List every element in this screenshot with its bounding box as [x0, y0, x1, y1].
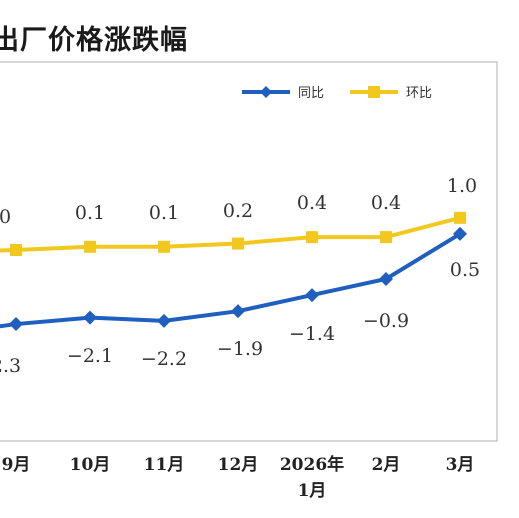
- data-label-mom: 0.0: [0, 206, 11, 228]
- data-label-mom: 0.4: [371, 192, 401, 214]
- data-label-yoy: 0.5: [450, 259, 480, 281]
- data-label-yoy: −2.1: [67, 345, 113, 367]
- data-point-yoy: [305, 288, 319, 303]
- data-point-mom: [454, 211, 466, 224]
- data-point-yoy: [9, 317, 23, 332]
- data-point-mom: [158, 240, 170, 253]
- legend-yoy-marker: [260, 86, 272, 98]
- legend: 同比 环比: [242, 86, 432, 101]
- data-label-yoy: −1.4: [289, 323, 335, 345]
- data-point-mom: [84, 240, 96, 253]
- data-point-yoy: [231, 304, 245, 319]
- chart-title: 出厂价格涨跌幅: [0, 25, 188, 56]
- data-point-mom: [380, 231, 392, 244]
- data-label-mom: 1.0: [447, 175, 477, 197]
- plot-frame: [0, 61, 498, 442]
- series-line-mom: [0, 215, 461, 253]
- data-point-mom: [10, 244, 22, 256]
- x-tick-label: 11月: [144, 455, 185, 475]
- legend-yoy-label: 同比: [298, 86, 324, 101]
- data-label-yoy: −2.2: [141, 348, 187, 370]
- data-point-mom: [232, 237, 244, 250]
- data-point-yoy: [83, 310, 97, 325]
- data-label-mom: 0.2: [223, 200, 253, 222]
- data-label-yoy: −1.9: [217, 338, 263, 360]
- series-line-yoy: [0, 232, 462, 329]
- legend-mom-label: 环比: [406, 86, 432, 101]
- x-tick-label: 2月: [372, 455, 401, 475]
- x-tick-label: 9月: [2, 455, 31, 475]
- data-label-mom: 0.1: [149, 202, 179, 224]
- data-label-yoy: −0.9: [363, 310, 409, 332]
- data-point-mom: [306, 231, 318, 244]
- data-label-yoy: −2.3: [0, 355, 21, 377]
- data-point-yoy: [453, 226, 467, 241]
- legend-mom-marker: [368, 86, 380, 98]
- x-tick-label: 10月: [70, 455, 111, 475]
- x-tick-label: 2026年 1月: [280, 454, 344, 501]
- x-tick-label: 3月: [446, 455, 475, 475]
- data-label-mom: 0.1: [75, 202, 105, 224]
- data-point-yoy: [157, 313, 171, 328]
- x-tick-label: 12月: [218, 455, 259, 475]
- data-label-mom: 0.4: [297, 192, 327, 214]
- data-point-yoy: [379, 271, 393, 286]
